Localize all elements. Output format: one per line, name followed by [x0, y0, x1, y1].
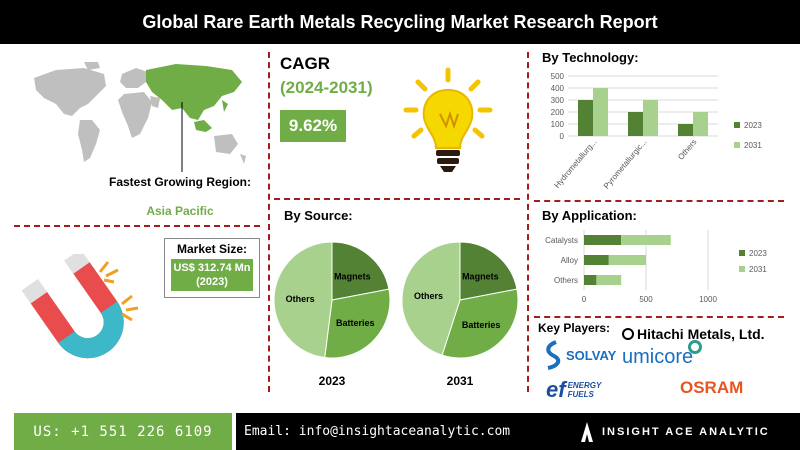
report-title: Global Rare Earth Metals Recycling Marke…: [0, 0, 800, 44]
pie-slice-2023-batteries: [324, 288, 391, 359]
pie-label-2031-batteries: Batteries: [462, 320, 501, 330]
region-label: Fastest Growing Region:: [108, 175, 251, 189]
pie-chart-2031: Magnets Batteries Others 2031: [401, 241, 519, 388]
divider-vertical-left: [268, 52, 270, 392]
brand-logo-icon: [581, 421, 593, 442]
tech-category-label: Others: [676, 138, 698, 162]
tech-bar-2031-2: [693, 112, 708, 136]
app-legend-label-2031: 2031: [749, 265, 767, 274]
logo-osram: OSRAM: [680, 378, 744, 397]
source-pie-charts: Magnets Batteries Others 2023 Magnets Batter…: [273, 241, 519, 388]
world-map-icon: [34, 62, 246, 172]
pie-slice-2031-magnets: [459, 241, 518, 301]
divider-vertical-right: [527, 52, 529, 392]
lightbulb-icon: [403, 67, 493, 172]
tech-ytick-label: 300: [551, 96, 565, 105]
pie-slice-2031-others: [401, 241, 461, 356]
tech-bar-2031-0: [593, 88, 608, 136]
tech-ytick-label: 100: [551, 120, 565, 129]
umicore-logo-text: umicore: [622, 346, 694, 368]
solvay-mark-icon: [546, 340, 561, 370]
app-bar-2031-2: [596, 275, 622, 285]
energy-fuels-logo-text: ENERGY FUELS: [567, 381, 602, 399]
solvay-logo-text: SOLVAY: [566, 347, 617, 363]
pie-title-2031: 2031: [447, 374, 474, 388]
pie-label-2023-batteries: Batteries: [336, 318, 375, 328]
magnet-icon: [22, 254, 139, 359]
logo-energy-fuels: ef ENERGY FUELS: [546, 377, 608, 403]
pie-slice-2023-others: [273, 241, 333, 359]
application-bar-chart: 0 500 1000 Catalysts Alloy Others 2023 2031: [545, 230, 767, 304]
app-xtick-label: 1000: [699, 295, 717, 304]
key-players-heading: Key Players:: [538, 321, 611, 335]
logo-umicore: umicore: [622, 340, 702, 369]
app-category-label: Catalysts: [545, 236, 578, 245]
tech-legend-swatch-2023: [734, 122, 740, 128]
pie-label-2023-others: Others: [286, 294, 315, 304]
app-bar-2031-1: [608, 255, 646, 265]
by-technology-heading: By Technology:: [542, 50, 639, 65]
market-size-card: Market Size: US$ 312.74 Mn (2023): [164, 238, 260, 298]
footer-email[interactable]: Email: info@insightaceanalytic.com: [236, 413, 800, 450]
tech-bar-2023-0: [578, 100, 593, 136]
cagr-value: 9.62%: [280, 110, 346, 142]
divider-horizontal-left: [14, 225, 260, 227]
tech-legend-label-2023: 2023: [744, 121, 762, 130]
pie-chart-2023: Magnets Batteries Others 2023: [273, 241, 391, 388]
footer-brand: INSIGHT ACE ANALYTIC: [580, 413, 800, 450]
tech-ytick-label: 500: [551, 72, 565, 81]
tech-ytick-label: 200: [551, 108, 565, 117]
tech-ytick-label: 400: [551, 84, 565, 93]
tech-legend-swatch-2031: [734, 142, 740, 148]
logo-solvay: SOLVAY: [542, 340, 616, 370]
cagr-period: (2024-2031): [280, 78, 373, 97]
tech-ytick-label: 0: [560, 132, 565, 141]
pie-title-2023: 2023: [319, 374, 346, 388]
app-bar-2031-0: [621, 235, 671, 245]
brand-name: INSIGHT ACE ANALYTIC: [602, 425, 770, 438]
market-size-value: US$ 312.74 Mn (2023): [171, 259, 253, 291]
tech-bar-2023-2: [678, 124, 693, 136]
hitachi-logo-text: Hitachi Metals, Ltd.: [637, 326, 765, 342]
region-value: Asia Pacific: [146, 204, 214, 218]
divider-horizontal-mid: [274, 198, 520, 200]
tech-category-label: Pyrometallurgic...: [602, 138, 649, 191]
app-bar-2023-2: [584, 275, 597, 285]
cagr-label: CAGR: [280, 54, 331, 73]
tech-bar-2023-1: [628, 112, 643, 136]
app-bar-2023-1: [584, 255, 609, 265]
market-size-label: Market Size:: [176, 242, 248, 256]
pie-label-2023-magnets: Magnets: [334, 271, 371, 281]
footer-phone: US: +1 551 226 6109: [14, 413, 232, 450]
app-category-label: Others: [554, 276, 578, 285]
app-bar-2023-0: [584, 235, 622, 245]
umicore-mark-icon: [688, 340, 702, 354]
logo-hitachi: Hitachi Metals, Ltd.: [622, 326, 765, 342]
pie-slice-2023-magnets: [331, 241, 390, 301]
app-xtick-label: 500: [639, 295, 653, 304]
tech-bar-2031-1: [643, 100, 658, 136]
app-legend-swatch-2023: [739, 250, 745, 256]
app-legend-swatch-2031: [739, 266, 745, 272]
by-application-heading: By Application:: [542, 208, 637, 223]
tech-legend-label-2031: 2031: [744, 141, 762, 150]
energy-fuels-mark-icon: ef: [546, 377, 566, 402]
tech-category-label: Hydrometallurg...: [552, 138, 598, 190]
divider-horizontal-right-2: [534, 316, 784, 318]
divider-horizontal-right-1: [534, 200, 784, 202]
app-xtick-label: 0: [582, 295, 587, 304]
technology-bar-chart: 0 100 200 300 400 500 Hydrometallurg... Pyromet…: [551, 72, 763, 191]
pie-label-2031-others: Others: [414, 291, 443, 301]
hitachi-mark-icon: [622, 328, 634, 340]
app-category-label: Alloy: [561, 256, 578, 265]
app-legend-label-2023: 2023: [749, 249, 767, 258]
pie-slice-2031-batteries: [441, 288, 519, 359]
by-source-heading: By Source:: [284, 208, 353, 223]
pie-label-2031-magnets: Magnets: [462, 271, 499, 281]
